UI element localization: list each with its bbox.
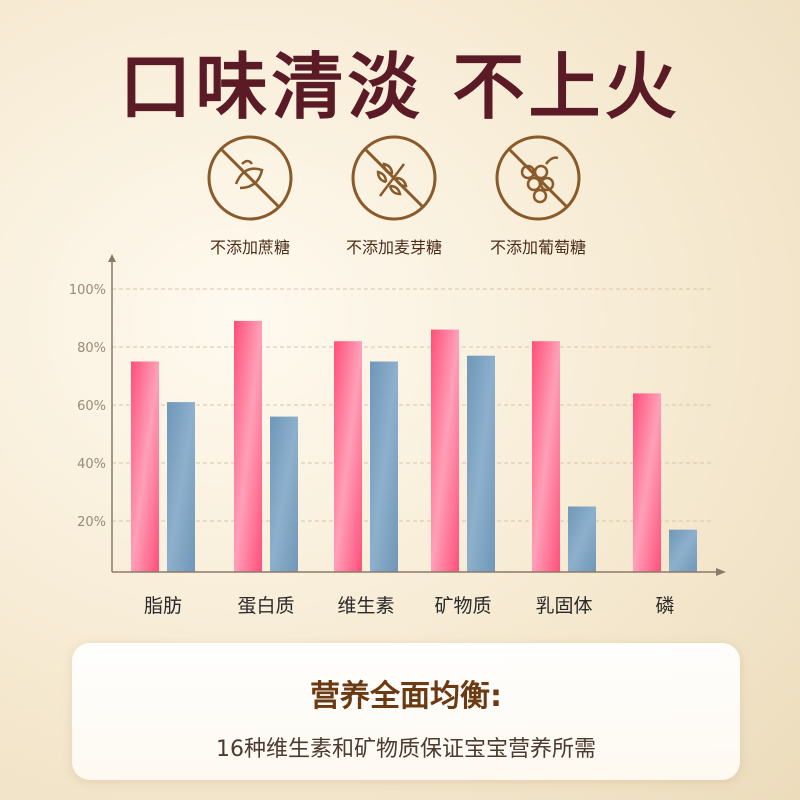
y-tick-label: 20% bbox=[77, 515, 106, 530]
nutrition-card: 营养全面均衡: 16种维生素和矿物质保证宝宝营养所需 bbox=[72, 643, 740, 780]
bar-pink bbox=[131, 361, 159, 572]
badge-no-glucose: 不添加葡萄糖 bbox=[463, 134, 613, 258]
bar-blue bbox=[467, 355, 495, 572]
bar-chart: 20% 40% 60% 80% 100% 脂肪 蛋白质 维生素 矿物质 乳固体 磷 bbox=[69, 254, 726, 617]
bar-blue bbox=[270, 416, 298, 572]
bar-blue bbox=[370, 361, 398, 572]
y-axis-arrow bbox=[108, 254, 116, 262]
no-sucrose-icon bbox=[207, 135, 293, 221]
x-category-label: 磷 bbox=[655, 595, 674, 617]
y-tick-label: 40% bbox=[77, 457, 106, 472]
x-axis-arrow bbox=[716, 568, 726, 576]
bar-blue bbox=[167, 402, 195, 572]
badge-no-maltose: 不添加麦芽糖 bbox=[319, 134, 469, 258]
x-category-label: 蛋白质 bbox=[237, 595, 294, 617]
card-heading: 营养全面均衡: bbox=[310, 679, 502, 714]
no-glucose-icon bbox=[495, 135, 581, 221]
bar-pink bbox=[234, 320, 262, 572]
no-maltose-icon bbox=[351, 135, 437, 221]
page-title: 口味清淡 不上火 bbox=[119, 45, 681, 129]
y-tick-label: 80% bbox=[77, 341, 106, 356]
y-tick-label: 60% bbox=[77, 399, 106, 414]
x-category-label: 维生素 bbox=[337, 595, 394, 617]
bar-blue bbox=[568, 506, 596, 572]
x-category-label: 矿物质 bbox=[434, 595, 491, 617]
bar-pink bbox=[633, 393, 661, 572]
badge-label: 不添加蔗糖 bbox=[209, 238, 290, 257]
bar-pink bbox=[431, 329, 459, 572]
bar-blue bbox=[669, 529, 697, 572]
bar-pink bbox=[532, 341, 560, 572]
x-category-label: 脂肪 bbox=[144, 595, 182, 617]
badge-label: 不添加麦芽糖 bbox=[345, 238, 442, 257]
bar-pink bbox=[334, 341, 362, 572]
x-category-label: 乳固体 bbox=[535, 595, 592, 617]
badge-no-sucrose: 不添加蔗糖 bbox=[175, 134, 325, 258]
card-text: 16种维生素和矿物质保证宝宝营养所需 bbox=[216, 737, 596, 762]
y-tick-label: 100% bbox=[69, 283, 106, 298]
badge-label: 不添加葡萄糖 bbox=[489, 238, 586, 257]
